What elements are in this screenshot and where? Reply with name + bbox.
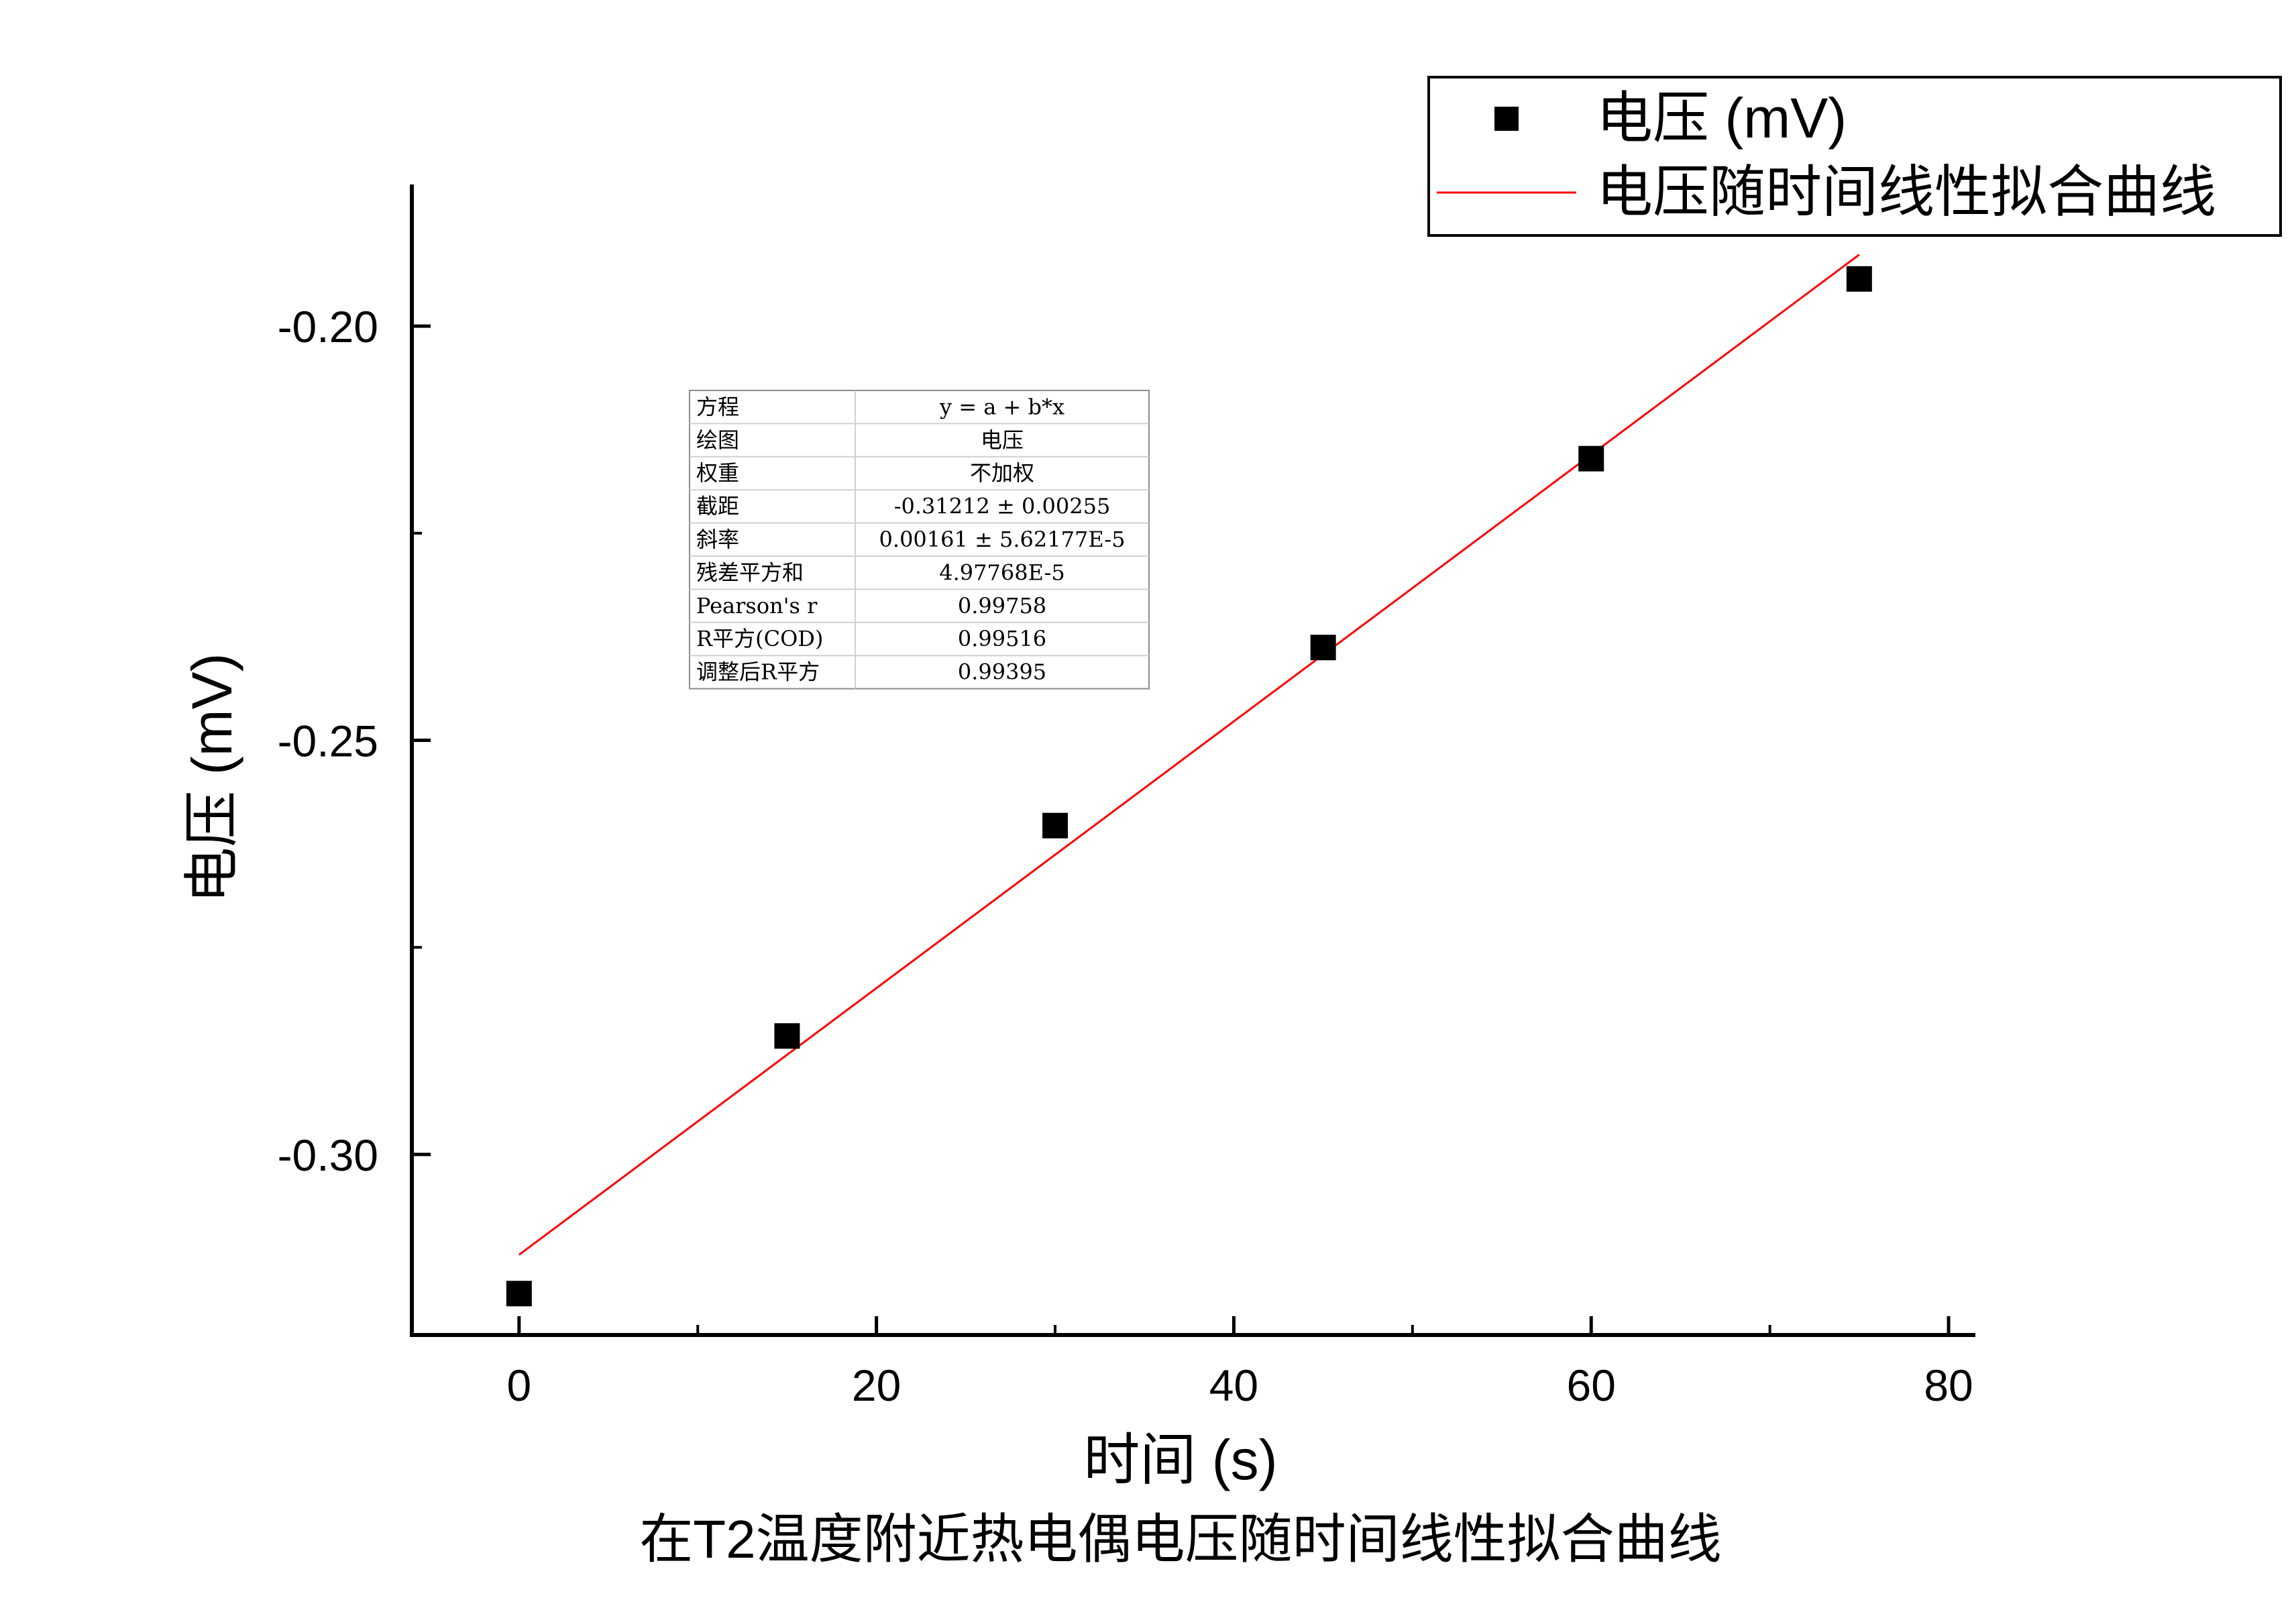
data-point xyxy=(506,1281,532,1307)
stats-table-key: 斜率 xyxy=(696,527,739,552)
stats-table-value: 电压 xyxy=(981,427,1024,453)
data-point xyxy=(1042,812,1069,839)
legend-box xyxy=(1427,76,2282,237)
x-tick-label: 0 xyxy=(506,1360,531,1410)
chart-title: 在T2温度附近热电偶电压随时间线性拟合曲线 xyxy=(639,1509,1721,1569)
stats-table-value: 不加权 xyxy=(970,460,1034,486)
stats-table-value: 0.99758 xyxy=(958,593,1046,619)
y-ticks: -0.30 -0.25 -0.20 xyxy=(278,302,431,1180)
x-ticks: 0 20 40 60 80 xyxy=(506,1316,1973,1410)
stats-table-value: 0.99516 xyxy=(958,626,1046,651)
x-tick-label: 80 xyxy=(1924,1360,1973,1410)
fit-layer xyxy=(518,254,1860,1256)
data-point xyxy=(1310,635,1336,661)
stats-table-value: 4.97768E-5 xyxy=(939,559,1064,585)
stats-table-key: 残差平方和 xyxy=(696,559,804,585)
plot-axes xyxy=(410,184,1975,1337)
x-tick-label: 20 xyxy=(852,1360,901,1410)
stats-table-key: 权重 xyxy=(696,460,739,486)
stats-table-key: 调整后R平方 xyxy=(696,659,820,685)
data-point xyxy=(1578,445,1604,472)
x-tick-label: 40 xyxy=(1209,1360,1258,1410)
points-layer xyxy=(506,266,1872,1307)
x-axis-title: 时间 (s) xyxy=(1083,1428,1277,1491)
legend: 电压 (mV) 电压随时间线性拟合曲线 xyxy=(1427,76,2282,237)
fit-line xyxy=(518,254,1860,1256)
stats-table-border xyxy=(689,390,1150,690)
stats-table-key: 绘图 xyxy=(696,427,739,453)
stats-table-value: y = a + b*x xyxy=(939,394,1064,419)
y-axis-title: 电压 (mV) xyxy=(180,653,243,903)
legend-label-points: 电压 (mV) xyxy=(1596,87,1847,150)
legend-marker-square xyxy=(1494,107,1519,131)
x-tick-label: 60 xyxy=(1567,1360,1616,1410)
stats-table-value: 0.99395 xyxy=(958,659,1046,685)
stats-table-key: R平方(COD) xyxy=(696,626,823,651)
stats-table-key: 截距 xyxy=(696,494,739,519)
stats-table-value: 0.00161 ± 5.62177E-5 xyxy=(879,527,1126,552)
data-point xyxy=(1846,266,1872,292)
stats-table-key: Pearson's r xyxy=(696,593,818,619)
stats-table-value: -0.31212 ± 0.00255 xyxy=(894,494,1111,519)
data-point xyxy=(774,1023,800,1049)
legend-label-fit: 电压随时间线性拟合曲线 xyxy=(1596,160,2216,223)
y-tick-label: -0.30 xyxy=(278,1130,378,1180)
stats-table-key: 方程 xyxy=(696,394,739,419)
y-tick-label: -0.25 xyxy=(278,716,378,765)
y-tick-label: -0.20 xyxy=(278,302,378,352)
